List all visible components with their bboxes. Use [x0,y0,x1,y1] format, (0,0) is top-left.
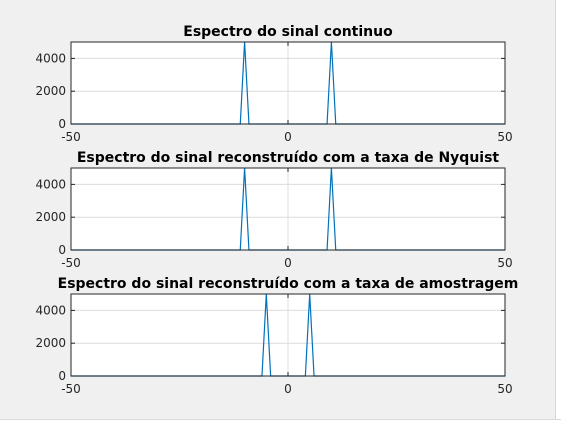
y-tick-label: 0 [58,117,66,131]
x-tick-label: 50 [497,256,512,270]
x-tick-label: 50 [497,130,512,144]
x-tick-label: -50 [61,130,81,144]
window-edge-right [555,0,561,424]
x-tick-label: -50 [61,382,81,396]
y-tick-label: 2000 [35,336,66,350]
subplot-title: Espectro do sinal reconstruído com a tax… [77,150,500,166]
y-tick-label: 4000 [35,51,66,65]
y-tick-label: 2000 [35,210,66,224]
x-tick-label: 0 [284,382,292,396]
y-tick-label: 4000 [35,177,66,191]
x-tick-label: -50 [61,256,81,270]
x-tick-label: 0 [284,256,292,270]
y-tick-label: 4000 [35,303,66,317]
x-tick-label: 0 [284,130,292,144]
y-tick-label: 0 [58,369,66,383]
window-edge-bottom [0,419,561,425]
y-tick-label: 0 [58,243,66,257]
y-tick-label: 2000 [35,84,66,98]
x-tick-label: 50 [497,382,512,396]
subplot-title: Espectro do sinal reconstruído com a tax… [58,276,519,292]
subplot-title: Espectro do sinal continuo [183,24,393,40]
